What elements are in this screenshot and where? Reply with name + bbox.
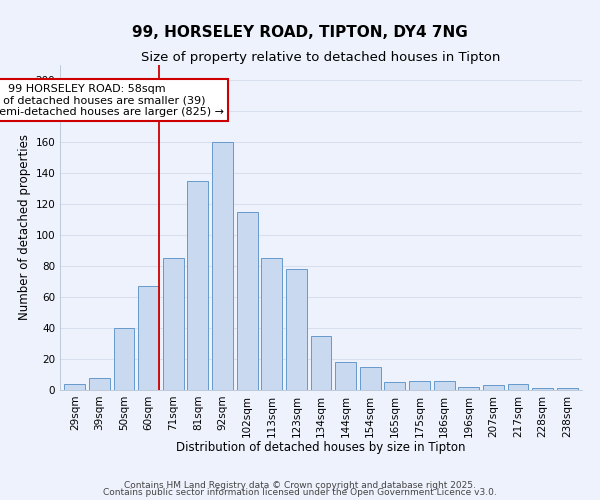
Bar	[212, 142, 233, 390]
Y-axis label: Number of detached properties: Number of detached properties	[18, 134, 31, 320]
Text: Contains HM Land Registry data © Crown copyright and database right 2025.: Contains HM Land Registry data © Crown c…	[124, 480, 476, 490]
Text: Contains public sector information licensed under the Open Government Licence v3: Contains public sector information licen…	[103, 488, 497, 497]
Bar	[557, 388, 578, 390]
Bar	[311, 336, 331, 390]
Text: 99, HORSELEY ROAD, TIPTON, DY4 7NG: 99, HORSELEY ROAD, TIPTON, DY4 7NG	[132, 25, 468, 40]
Bar	[113, 328, 134, 390]
Bar	[138, 286, 159, 390]
Bar	[532, 388, 553, 390]
Bar	[236, 212, 257, 390]
Bar	[483, 386, 504, 390]
Bar	[261, 258, 282, 390]
Bar	[360, 367, 381, 390]
Bar	[89, 378, 110, 390]
Bar	[458, 387, 479, 390]
Bar	[434, 380, 455, 390]
Bar	[163, 258, 184, 390]
Title: Size of property relative to detached houses in Tipton: Size of property relative to detached ho…	[142, 51, 500, 64]
Bar	[187, 181, 208, 390]
Bar	[508, 384, 529, 390]
Bar	[385, 382, 406, 390]
Bar	[409, 380, 430, 390]
Bar	[335, 362, 356, 390]
X-axis label: Distribution of detached houses by size in Tipton: Distribution of detached houses by size …	[176, 441, 466, 454]
Bar	[64, 384, 85, 390]
Text: 99 HORSELEY ROAD: 58sqm
← 4% of detached houses are smaller (39)
95% of semi-det: 99 HORSELEY ROAD: 58sqm ← 4% of detached…	[0, 84, 224, 117]
Bar	[286, 270, 307, 390]
